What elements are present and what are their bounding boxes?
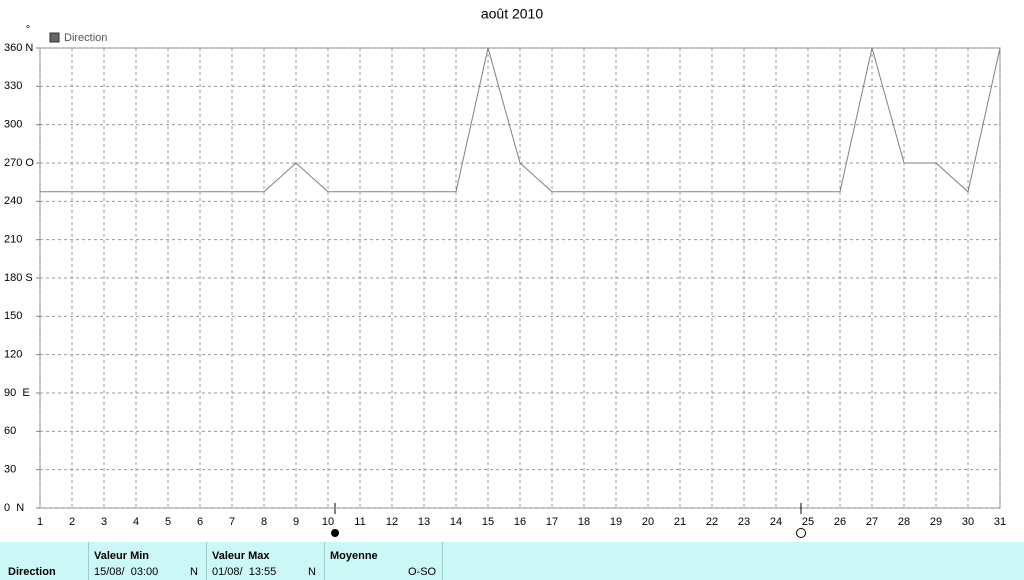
cell-direction: N [308, 566, 316, 578]
x-tick-label: 21 [674, 516, 686, 528]
x-tick-label: 28 [898, 516, 910, 528]
column-header: Valeur Max [212, 550, 270, 562]
column-header: Valeur Min [94, 550, 150, 562]
y-tick-label: 150 [4, 310, 22, 322]
y-tick-label: 120 [4, 349, 22, 361]
cell-value: 15/08/ 03:00 [94, 566, 159, 578]
x-tick-label: 4 [133, 516, 139, 528]
x-tick-label: 10 [322, 516, 334, 528]
x-tick-label: 27 [866, 516, 878, 528]
cell-direction: N [190, 566, 198, 578]
row-label: Direction [8, 566, 56, 578]
y-tick-label: 90 E [4, 387, 30, 399]
column-header: Moyenne [330, 550, 378, 562]
y-tick-label: 360 N [4, 42, 33, 54]
separator [88, 542, 89, 580]
y-tick-label: 60 [4, 425, 16, 437]
x-tick-label: 19 [610, 516, 622, 528]
separator [442, 542, 443, 580]
x-tick-label: 20 [642, 516, 654, 528]
y-tick-label: 300 [4, 119, 22, 131]
x-tick-label: 5 [165, 516, 171, 528]
x-tick-label: 23 [738, 516, 750, 528]
y-tick-label: 0 N [4, 502, 24, 514]
x-tick-label: 26 [834, 516, 846, 528]
y-tick-label: 180 S [4, 272, 33, 284]
y-axis-label: ° [26, 24, 30, 36]
cell-value: 01/08/ 13:55 [212, 566, 277, 578]
x-tick-label: 12 [386, 516, 398, 528]
x-tick-label: 15 [482, 516, 494, 528]
y-tick-label: 30 [4, 464, 16, 476]
cursor-filled [331, 529, 339, 537]
x-tick-label: 13 [418, 516, 430, 528]
legend-swatch [49, 32, 60, 43]
x-tick-label: 18 [578, 516, 590, 528]
x-tick-label: 11 [354, 516, 365, 528]
x-tick-label: 8 [261, 516, 267, 528]
x-tick-label: 1 [37, 516, 43, 528]
x-tick-label: 7 [229, 516, 235, 528]
y-tick-label: 240 [4, 195, 22, 207]
y-tick-label: 210 [4, 234, 22, 246]
x-tick-label: 14 [450, 516, 462, 528]
x-tick-label: 31 [994, 516, 1006, 528]
legend-label: Direction [64, 32, 107, 44]
separator [324, 542, 325, 580]
x-tick-label: 9 [293, 516, 299, 528]
info-table: Direction Valeur Min 15/08/ 03:00 N Vale… [0, 542, 1024, 580]
x-tick-label: 29 [930, 516, 942, 528]
separator [206, 542, 207, 580]
x-tick-label: 30 [962, 516, 974, 528]
x-tick-label: 16 [514, 516, 526, 528]
x-tick-label: 3 [101, 516, 107, 528]
x-tick-label: 22 [706, 516, 718, 528]
x-tick-label: 17 [546, 516, 558, 528]
y-tick-label: 330 [4, 80, 22, 92]
x-tick-label: 6 [197, 516, 203, 528]
y-tick-label: 270 O [4, 157, 34, 169]
x-tick-label: 25 [802, 516, 814, 528]
cell-direction: O-SO [408, 566, 437, 578]
data-line [40, 47, 1001, 193]
x-tick-label: 2 [69, 516, 75, 528]
chart-title: août 2010 [481, 6, 543, 22]
x-tick-label: 24 [770, 516, 782, 528]
cursor-open [796, 528, 806, 538]
